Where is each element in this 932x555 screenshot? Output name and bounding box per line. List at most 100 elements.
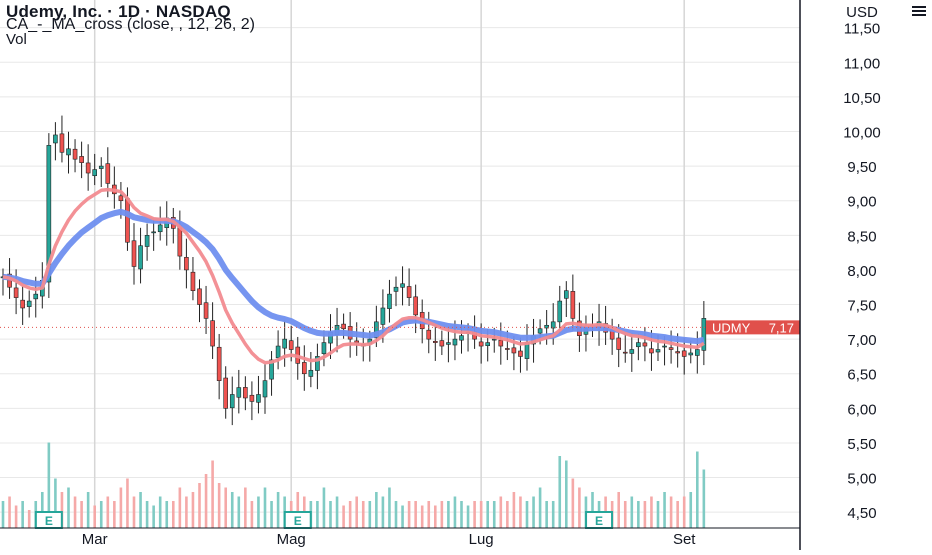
candle-body	[498, 339, 504, 347]
volume-bar	[348, 501, 352, 528]
volume-bar	[60, 492, 64, 528]
candle-body	[315, 356, 320, 371]
volume-bar	[466, 505, 470, 528]
earnings-marker-label: E	[595, 514, 603, 528]
candle-body	[33, 293, 39, 300]
volume-bar	[460, 501, 463, 528]
candle-body	[236, 387, 242, 398]
volume-bar	[244, 487, 247, 528]
volume-bar	[361, 501, 365, 528]
candle-body	[642, 342, 648, 347]
candle-body	[616, 337, 622, 350]
candle-body	[275, 345, 281, 359]
candle-body	[223, 377, 228, 409]
candle-body	[301, 362, 307, 375]
volume-bar	[525, 501, 529, 528]
price-tick-label: 10,50	[843, 90, 881, 107]
volume-bar	[224, 487, 227, 528]
candle-body	[491, 338, 497, 341]
volume-bar	[230, 492, 234, 528]
candle-body	[151, 231, 156, 234]
candle-body	[505, 348, 510, 350]
chart-title: Udemy, Inc. · 1D · NASDAQ	[6, 2, 231, 21]
candle-body	[20, 299, 25, 309]
candle-body	[622, 351, 628, 354]
volume-bar	[650, 496, 653, 528]
volume-bar	[21, 501, 24, 528]
candle-body	[203, 302, 209, 319]
price-tick-label: 11,00	[844, 55, 880, 72]
candle-body	[550, 321, 556, 329]
volume-bar	[250, 501, 254, 528]
candle-body	[72, 148, 78, 160]
ma-slow-line	[2, 208, 705, 345]
volume-bar	[558, 456, 562, 528]
time-tick-label: Set	[673, 531, 696, 548]
candle-body	[308, 369, 314, 377]
earnings-marker-label: E	[294, 514, 302, 528]
candle-body	[649, 348, 654, 354]
volume-bar	[54, 478, 57, 528]
candle-body	[59, 133, 65, 153]
candle-body	[184, 257, 189, 271]
indicator-legend[interactable]: CA_-_MA_cross (close, , 12, 26, 2)	[6, 16, 255, 33]
candle-body	[413, 296, 418, 316]
candle-body	[681, 350, 687, 357]
volume-bar	[637, 501, 640, 528]
time-tick-label: Mag	[277, 531, 306, 548]
volume-bar	[126, 478, 129, 528]
menu-icon[interactable]	[912, 4, 926, 18]
candle-body	[374, 321, 379, 339]
volume-bar	[381, 496, 385, 528]
volume-bar	[447, 501, 450, 528]
volume-legend[interactable]: Vol	[6, 31, 27, 48]
volume-bar	[414, 501, 417, 528]
candle-body	[197, 288, 202, 305]
volume-bar	[427, 501, 431, 528]
volume-bar	[93, 505, 96, 528]
volume-bar	[178, 487, 182, 528]
volume-bar	[545, 501, 548, 528]
volume-bar	[191, 492, 195, 528]
volume-bar	[702, 469, 706, 528]
volume-bar	[158, 496, 162, 528]
volume-bar	[591, 492, 594, 528]
candle-body	[426, 329, 432, 340]
candle-body	[380, 307, 386, 325]
volume-bar	[401, 505, 404, 528]
candle-body	[66, 148, 71, 156]
candle-body	[432, 340, 438, 343]
price-tick-label: 8,50	[847, 228, 876, 245]
volume-bar	[322, 487, 326, 528]
candle-body	[269, 359, 274, 380]
candle-body	[485, 342, 491, 346]
candle-body	[105, 163, 111, 184]
volume-bar	[682, 496, 686, 528]
volume-bar	[80, 501, 83, 528]
volume-bar	[696, 451, 699, 528]
candle-body	[288, 340, 294, 350]
volume-bar	[204, 474, 208, 528]
price-tick-label: 11,50	[844, 21, 880, 38]
candle-body	[701, 318, 707, 351]
earnings-marker-label: E	[45, 514, 53, 528]
volume-bar	[512, 492, 516, 528]
volume-bar	[617, 492, 620, 528]
volume-bar	[565, 460, 568, 528]
candle-body	[537, 328, 543, 334]
volume-bar	[355, 496, 358, 528]
candle-body	[668, 347, 674, 350]
candle-body	[406, 286, 412, 298]
volume-bar	[479, 501, 483, 528]
volume-bar	[86, 492, 90, 528]
candle-body	[321, 342, 327, 354]
time-tick-label: Lug	[469, 531, 494, 548]
volume-bar	[473, 501, 476, 528]
volume-bar	[676, 501, 679, 528]
candle-body	[459, 335, 464, 341]
candle-body	[439, 340, 445, 347]
last-price-value: 7,17	[769, 320, 794, 335]
candle-body	[229, 394, 235, 409]
